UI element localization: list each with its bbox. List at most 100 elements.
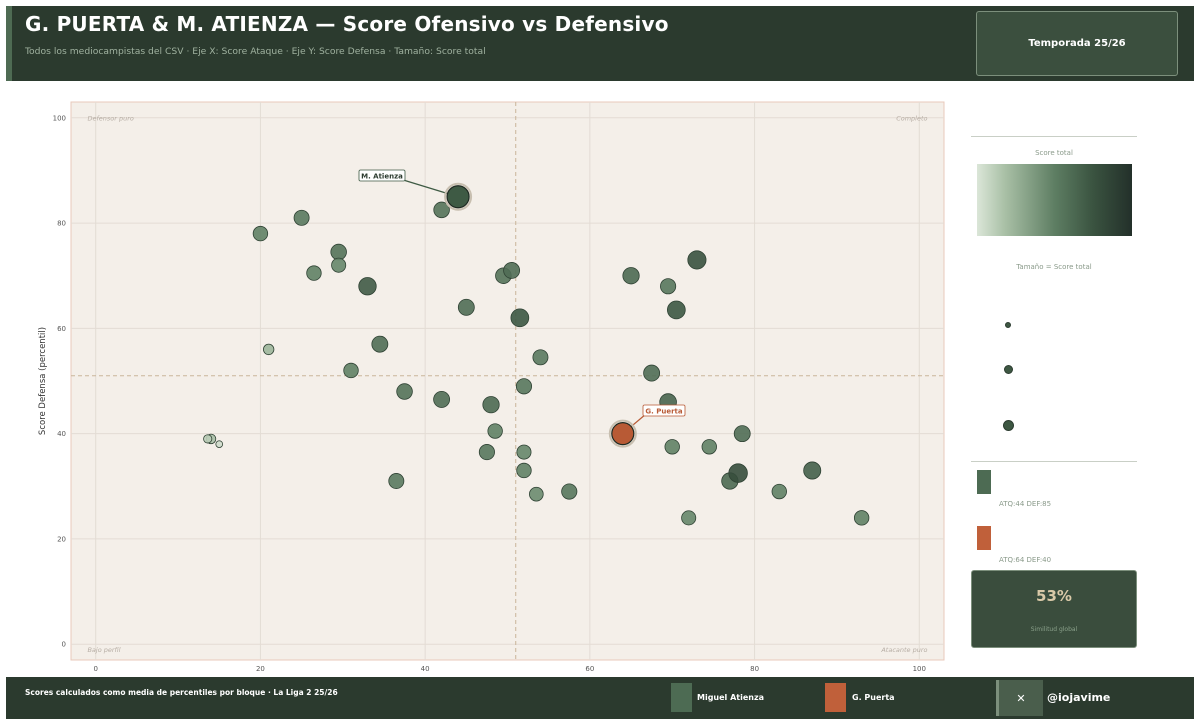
sidebar-divider <box>971 461 1137 462</box>
highlight-halo <box>608 419 637 448</box>
scatter-point <box>343 362 359 379</box>
scatter-point <box>660 278 677 295</box>
scatter-point <box>215 440 224 448</box>
scatter-point <box>331 257 347 273</box>
header-banner: G. PUERTA & M. ATIENZA — Score Ofensivo … <box>6 6 1194 81</box>
similarity-value: 53% <box>1036 587 1072 605</box>
plot-area <box>70 101 945 661</box>
scatter-point <box>728 463 748 483</box>
scatter-point <box>478 444 495 461</box>
scatter-point <box>503 262 521 279</box>
scatter-point <box>853 510 870 526</box>
scatter-point <box>306 265 322 281</box>
atienza-stats: ATQ:44 DEF:85 <box>999 500 1052 508</box>
y-tick-label: 40 <box>57 430 66 438</box>
annotation-box <box>358 169 406 182</box>
sidebar-panel: Score total Tamaño = Score total ATQ:44 … <box>960 95 1150 655</box>
legend-puerta-swatch <box>825 683 846 712</box>
scatter-point <box>388 473 405 489</box>
data-points <box>203 201 870 526</box>
scatter-point <box>203 434 213 444</box>
scatter-point <box>358 277 377 296</box>
social-handle[interactable]: @iojavime <box>1047 691 1111 704</box>
highlighted-players: M. Atienza G. Puerta <box>358 169 686 448</box>
scatter-point <box>330 243 347 261</box>
page-subtitle: Todos los mediocampistas del CSV · Eje X… <box>25 46 486 57</box>
scatter-point <box>457 298 475 316</box>
scatter-point <box>529 486 544 502</box>
highlight-point <box>446 185 470 209</box>
size-legend-large-dot <box>1003 420 1014 431</box>
x-tick-label: 60 <box>585 665 594 673</box>
scatter-point <box>771 483 787 500</box>
y-tick-label: 60 <box>57 325 66 333</box>
scatter-point <box>681 510 697 526</box>
x-tick-label: 100 <box>913 665 926 673</box>
scatter-point <box>433 391 451 408</box>
y-tick-label: 20 <box>57 535 66 543</box>
colorbar-title: Score total <box>1035 149 1073 157</box>
size-legend-title: Tamaño = Score total <box>1016 263 1092 271</box>
scatter-point <box>532 349 549 366</box>
axis-ticks: 0 20 40 60 80 100 0 20 40 60 80 100 <box>53 114 926 673</box>
scatter-point <box>263 343 275 356</box>
scatter-point <box>666 300 686 320</box>
colorbar <box>977 164 1132 236</box>
highlight-point <box>611 422 635 446</box>
footer-note: Scores calculados como media de percenti… <box>25 688 338 697</box>
similarity-label: Similitud global <box>1030 626 1078 633</box>
x-tick-label: 0 <box>93 665 97 673</box>
scatter-point <box>293 209 310 226</box>
scatter-point <box>664 439 680 455</box>
header-accent-bar <box>6 6 12 81</box>
scatter-point <box>515 378 533 395</box>
sidebar-divider <box>971 136 1137 137</box>
x-tick-label: 40 <box>421 665 430 673</box>
annotation-box <box>642 404 686 417</box>
scatter-point <box>396 383 413 400</box>
x-tick-label: 80 <box>750 665 759 673</box>
y-tick-label: 0 <box>62 641 66 649</box>
y-axis-label: Score Defensa (percentil) <box>38 327 48 435</box>
legend-atienza-swatch <box>671 683 692 712</box>
legend-puerta-label: G. Puerta <box>852 693 895 702</box>
quadrant-labels: Defensor puro Completo Bajo perfil Atacante… <box>87 114 927 654</box>
scatter-point <box>482 396 500 414</box>
y-tick-label: 100 <box>53 114 66 122</box>
quadrant-label-top-left: Defensor puro <box>87 114 133 122</box>
season-badge: Temporada 25/26 <box>976 11 1178 76</box>
y-tick-label: 80 <box>57 220 66 228</box>
similarity-card: 53% Similitud global <box>971 570 1137 648</box>
scatter-point <box>510 308 530 328</box>
puerta-stats: ATQ:64 DEF:40 <box>999 556 1052 564</box>
quadrant-label-bottom-left: Bajo perfil <box>87 646 120 654</box>
scatter-point <box>803 461 822 480</box>
legend-atienza-label: Miguel Atienza <box>697 693 765 702</box>
reference-lines <box>71 102 944 660</box>
scatter-point <box>622 267 640 285</box>
page-title: G. PUERTA & M. ATIENZA — Score Ofensivo … <box>25 12 669 36</box>
x-social-button[interactable]: ✕ <box>996 680 1043 716</box>
atienza-swatch <box>977 470 991 494</box>
quadrant-label-top-right: Completo <box>896 114 927 122</box>
highlight-halo <box>444 182 473 211</box>
scatter-point <box>371 335 389 353</box>
quadrant-label-bottom-right: Atacante puro <box>880 646 927 654</box>
annotation-label: G. Puerta <box>645 408 683 416</box>
scatter-point <box>733 425 751 443</box>
scatter-point <box>433 201 450 219</box>
annotation-label: M. Atienza <box>361 173 403 181</box>
scatter-point <box>487 423 503 439</box>
puerta-swatch <box>977 526 991 550</box>
size-legend-small-dot <box>1005 322 1011 328</box>
scatter-point <box>516 462 532 479</box>
scatter-point <box>252 225 269 242</box>
scatter-point <box>687 250 707 270</box>
scatter-point <box>643 364 661 382</box>
scatter-point <box>561 483 578 500</box>
scatter-point <box>516 444 532 460</box>
x-logo-icon: ✕ <box>1016 691 1026 705</box>
scatter-point <box>701 439 717 455</box>
size-legend-medium-dot <box>1004 365 1013 374</box>
